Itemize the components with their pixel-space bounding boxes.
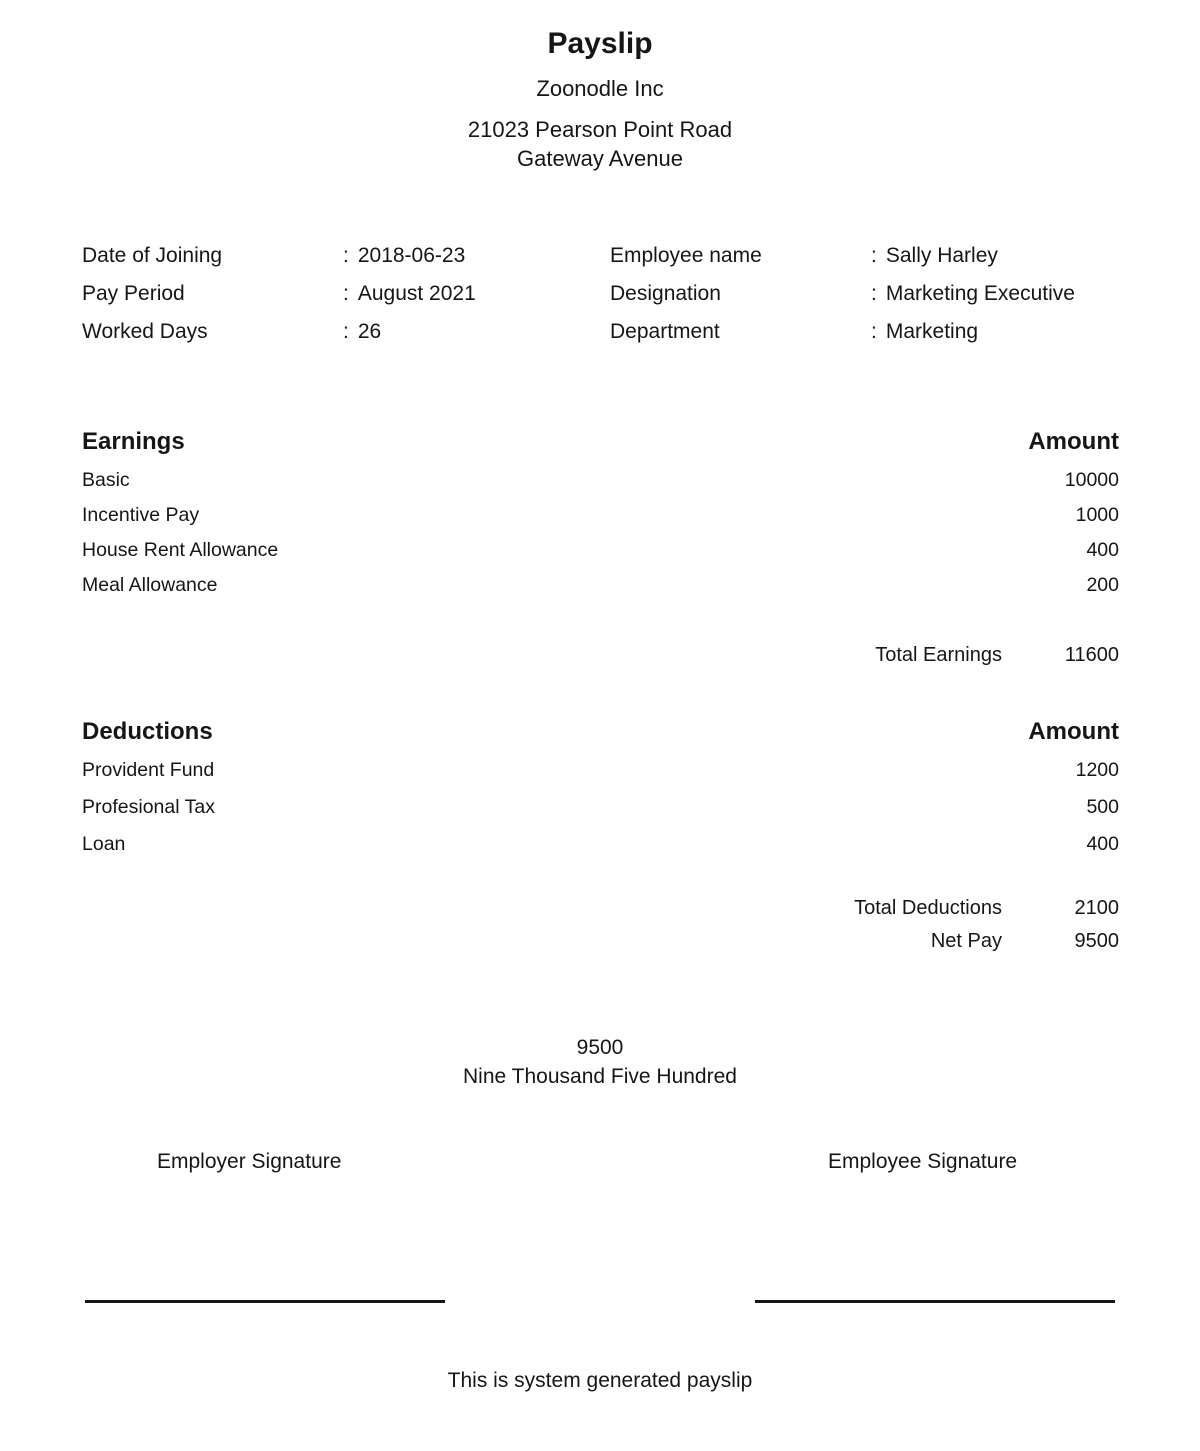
info-row-designation: Designation : Marketing Executive [610, 283, 1075, 321]
deductions-totals-block: Total Deductions 2100 Net Pay 9500 [82, 898, 1119, 952]
employer-signature-label: Employer Signature [157, 1150, 342, 1173]
net-pay-figure: 9500 [576, 1036, 624, 1059]
footer-note: This is system generated payslip [447, 1369, 753, 1392]
net-pay-summary: 9500 Nine Thousand Five Hundred [0, 1033, 1200, 1091]
company-address: 21023 Pearson Point Road Gateway Avenue [0, 115, 1200, 173]
info-value: Marketing [885, 320, 979, 343]
colon-separator: : [343, 320, 349, 343]
total-earnings-row: Total Earnings 11600 [82, 645, 1119, 666]
info-value: 2018-06-23 [357, 244, 466, 267]
earning-amount: 1000 [1075, 504, 1119, 526]
table-row: Meal Allowance 200 [82, 575, 1119, 595]
earning-label: House Rent Allowance [82, 539, 279, 561]
deduction-label: Provident Fund [82, 759, 215, 781]
info-row-worked-days: Worked Days :26 [82, 321, 476, 359]
info-value: 26 [357, 320, 382, 343]
colon-separator: : [871, 244, 877, 267]
company-name: Zoonodle Inc [536, 76, 664, 101]
deductions-heading: Deductions [82, 718, 213, 745]
info-row-pay-period: Pay Period : August 2021 [82, 283, 476, 321]
earning-amount: 10000 [1064, 469, 1119, 491]
employee-signature-label: Employee Signature [828, 1150, 1018, 1173]
total-earnings-amount: 11600 [1064, 644, 1119, 666]
info-value: August 2021 [357, 282, 476, 305]
address-line-1: 21023 Pearson Point Road [467, 117, 733, 142]
deduction-label: Loan [82, 833, 126, 855]
total-deductions-label: Total Deductions [854, 897, 1002, 919]
page-title: Payslip [547, 27, 653, 60]
employer-signature-line [85, 1300, 445, 1303]
earnings-amount-header: Amount [1028, 428, 1119, 455]
total-deductions-row: Total Deductions 2100 [854, 898, 1119, 919]
deduction-amount: 1200 [1075, 759, 1119, 781]
colon-separator: : [343, 244, 349, 267]
total-deductions-amount: 2100 [1074, 897, 1120, 919]
earning-label: Basic [82, 469, 130, 491]
net-pay-amount: 9500 [1074, 930, 1120, 952]
earning-amount: 400 [1086, 539, 1119, 561]
earning-label: Meal Allowance [82, 574, 218, 596]
deductions-section: Deductions Amount Provident Fund 1200 Pr… [82, 719, 1119, 871]
info-row-date-of-joining: Date of Joining :2018-06-23 [82, 245, 476, 283]
info-label: Pay Period [82, 282, 185, 305]
info-value: Marketing Executive [885, 282, 1075, 305]
colon-separator: : [871, 320, 877, 343]
deduction-label: Profesional Tax [82, 796, 215, 818]
table-row: Profesional Tax 500 [82, 797, 1119, 817]
info-label: Employee name [610, 244, 762, 267]
colon-separator: : [343, 282, 349, 305]
net-pay-label: Net Pay [930, 930, 1002, 952]
table-row: House Rent Allowance 400 [82, 540, 1119, 560]
deductions-amount-header: Amount [1028, 718, 1119, 745]
table-row: Loan 400 [82, 834, 1119, 854]
deduction-amount: 500 [1086, 796, 1119, 818]
info-label: Date of Joining [82, 244, 223, 267]
employee-signature-line [755, 1300, 1115, 1303]
net-pay-row: Net Pay 9500 [931, 931, 1119, 952]
table-row: Provident Fund 1200 [82, 760, 1119, 780]
info-label: Designation [610, 282, 721, 305]
info-label: Department [610, 320, 720, 343]
earnings-section: Earnings Amount Basic 10000 Incentive Pa… [82, 429, 1119, 610]
info-row-department: Department : Marketing [610, 321, 1075, 359]
table-row: Incentive Pay 1000 [82, 505, 1119, 525]
net-pay-in-words: Nine Thousand Five Hundred [463, 1065, 737, 1088]
info-label: Worked Days [82, 320, 208, 343]
info-row-employee-name: Employee name : Sally Harley [610, 245, 1075, 283]
info-value: Sally Harley [885, 244, 998, 267]
colon-separator: : [871, 282, 877, 305]
employee-info-right: Employee name : Sally Harley Designation … [610, 245, 1075, 359]
employee-info-left: Date of Joining :2018-06-23 Pay Period :… [82, 245, 476, 359]
earnings-heading: Earnings [82, 428, 185, 455]
address-line-2: Gateway Avenue [517, 146, 683, 171]
earning-label: Incentive Pay [82, 504, 200, 526]
earning-amount: 200 [1086, 574, 1119, 596]
deduction-amount: 400 [1086, 833, 1119, 855]
total-earnings-label: Total Earnings [875, 644, 1002, 666]
table-row: Basic 10000 [82, 470, 1119, 490]
